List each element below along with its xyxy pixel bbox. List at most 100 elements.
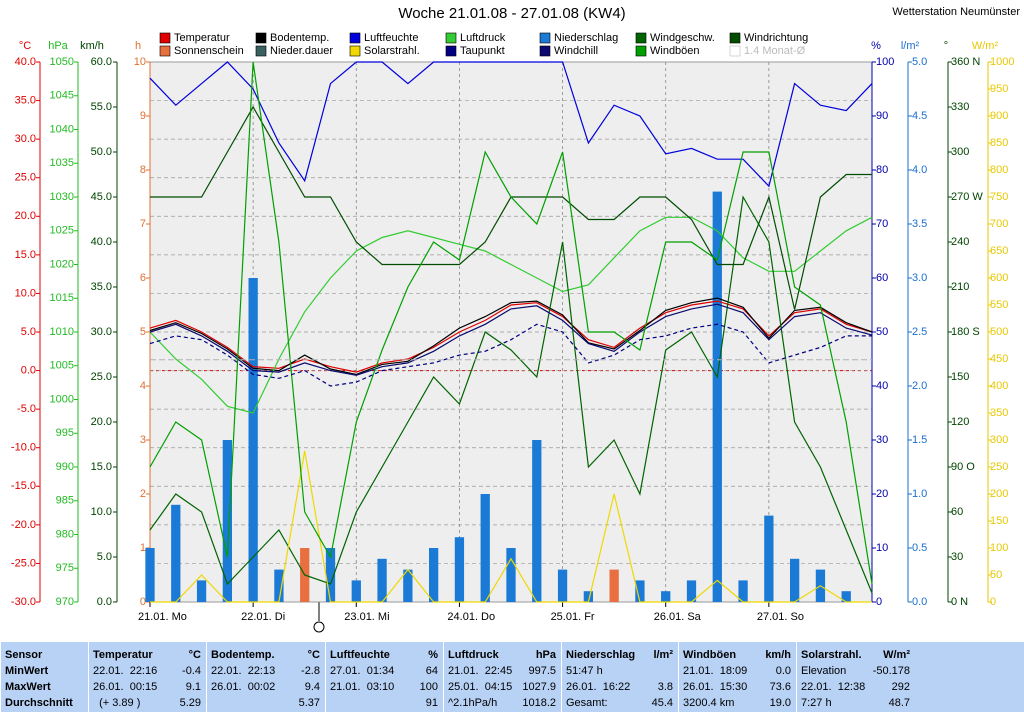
table-cell: 7:27 h 48.7 — [801, 695, 910, 711]
cell-value: 9.4 — [304, 681, 320, 693]
series-line — [149, 61, 873, 188]
y-tick-label: 0 — [990, 596, 996, 608]
cell-text: 22.01. 22:13 — [211, 665, 276, 677]
y-tick-label: 3.5 — [912, 218, 927, 230]
y-tick-label: 975 — [56, 562, 74, 574]
y-tick-label: 90 O — [951, 461, 975, 473]
y-tick-label: 240 — [951, 236, 969, 248]
table-cell: Bodentemp. °C — [211, 647, 320, 663]
cell-text: 22.01. 22:16 — [93, 665, 158, 677]
y-tick-label: 1015 — [50, 292, 74, 304]
cell-value: 19.0 — [769, 697, 791, 709]
y-tick-label: 1020 — [50, 258, 74, 270]
y-tick-label: 60 — [876, 272, 888, 284]
y-tick-label: 1030 — [50, 191, 74, 203]
cell-value: % — [428, 649, 438, 661]
series-line — [149, 61, 873, 585]
y-tick-label: 850 — [990, 137, 1008, 149]
y-tick-label: 150 — [951, 371, 969, 383]
y-tick-label: 350 — [990, 407, 1008, 419]
y-tick-label: 60.0 — [91, 56, 112, 68]
bar — [609, 569, 619, 602]
table-column: Niederschlag l/m² 51:47 h 26.01. 16:22 3.8 Ge… — [561, 642, 679, 712]
table-cell: Niederschlag l/m² — [566, 647, 673, 663]
legend-label: Windrichtung — [744, 32, 808, 44]
table-cell: MinWert — [5, 663, 83, 679]
y-tick-label: 300 — [951, 146, 969, 158]
cell-text: 21.01. 03:10 — [330, 681, 395, 693]
y-tick-label: -20.0 — [11, 519, 36, 531]
y-tick-label: 80 — [876, 164, 888, 176]
legend-label: Luftdruck — [460, 32, 506, 44]
cell-text: 7:27 h — [801, 697, 832, 709]
y-tick-label: 550 — [990, 299, 1008, 311]
y-tick-label: 8 — [140, 164, 146, 176]
table-cell: 25.01. 04:15 1027.9 — [448, 679, 556, 695]
cell-value: -50.178 — [872, 665, 910, 677]
y-tick-label: 1025 — [50, 225, 74, 237]
cell-text: 21.01. 18:09 — [683, 665, 748, 677]
y-tick-label: 7 — [140, 218, 146, 230]
table-cell: Gesamt: 45.4 — [566, 695, 673, 711]
table-cell: Luftfeuchte% — [330, 647, 438, 663]
x-tick-label: 21.01. Mo — [138, 611, 187, 623]
y-tick-label: 3 — [140, 434, 146, 446]
y-tick-label: 30.0 — [15, 133, 36, 145]
y-tick-label: 30.0 — [91, 326, 112, 338]
y-tick-label: 0 — [876, 596, 882, 608]
table-cell: 26.01. 00:15 9.1 — [93, 679, 201, 695]
y-tick-label: 10 — [134, 56, 146, 68]
series-line — [149, 303, 873, 376]
cell-text: 21.01. 22:45 — [448, 665, 513, 677]
bar — [171, 504, 181, 602]
y-tick-label: 1000 — [990, 56, 1014, 68]
legend-label: Taupunkt — [460, 45, 505, 57]
y-tick-label: 2.5 — [912, 326, 927, 338]
y-tick-label: 600 — [990, 272, 1008, 284]
x-tick-label: 22.01. Di — [241, 611, 285, 623]
y-tick-label: 450 — [990, 353, 1008, 365]
table-cell: 51:47 h — [566, 663, 673, 679]
bar — [686, 580, 697, 602]
cell-text: Elevation — [801, 665, 847, 677]
bar — [841, 591, 851, 602]
table-column: Windböen km/h 21.01. 18:09 0.0 26.01. 15:30 7… — [678, 642, 797, 712]
y-tick-label: 180 S — [951, 326, 980, 338]
y-tick-label: -30.0 — [11, 596, 36, 608]
bar — [248, 278, 258, 602]
x-tick-label: 27.01. So — [757, 611, 804, 623]
y-tick-label: 35.0 — [15, 94, 36, 106]
table-cell: 26.01. 00:02 9.4 — [211, 679, 320, 695]
legend-swatch — [349, 32, 361, 44]
axis-unit: h — [135, 40, 141, 52]
legend-swatch — [159, 45, 171, 57]
y-tick-label: 0 — [140, 596, 146, 608]
bar — [532, 440, 542, 602]
y-tick-label: -15.0 — [11, 480, 36, 492]
table-cell: 3200.4 km 19.0 — [683, 695, 791, 711]
y-tick-label: 10.0 — [15, 287, 36, 299]
y-tick-label: 995 — [56, 427, 74, 439]
y-tick-label: 25.0 — [91, 371, 112, 383]
table-cell: Windböen km/h — [683, 647, 791, 663]
axis-unit: km/h — [80, 40, 104, 52]
table-cell: Solarstrahl. W/m² — [801, 647, 910, 663]
y-tick-label: 20 — [876, 488, 888, 500]
y-tick-label: 0.0 — [21, 364, 36, 376]
bar — [325, 548, 336, 602]
y-tick-label: 25.0 — [15, 172, 36, 184]
y-tick-label: 3.0 — [912, 272, 927, 284]
y-tick-label: 2 — [140, 488, 146, 500]
y-tick-label: 0.0 — [912, 596, 927, 608]
y-tick-label: 90 — [876, 110, 888, 122]
y-tick-label: 700 — [990, 218, 1008, 230]
y-tick-label: 500 — [990, 326, 1008, 338]
y-tick-label: 980 — [56, 528, 74, 540]
legend-swatch — [255, 45, 267, 57]
y-tick-label: 330 — [951, 101, 969, 113]
table-cell: Sensor — [5, 647, 83, 663]
table-cell: MaxWert — [5, 679, 83, 695]
cell-value: l/m² — [653, 649, 673, 661]
table-column: Luftdruck hPa 21.01. 22:45 997.5 25.01. 04:1… — [443, 642, 562, 712]
bar — [274, 569, 284, 602]
